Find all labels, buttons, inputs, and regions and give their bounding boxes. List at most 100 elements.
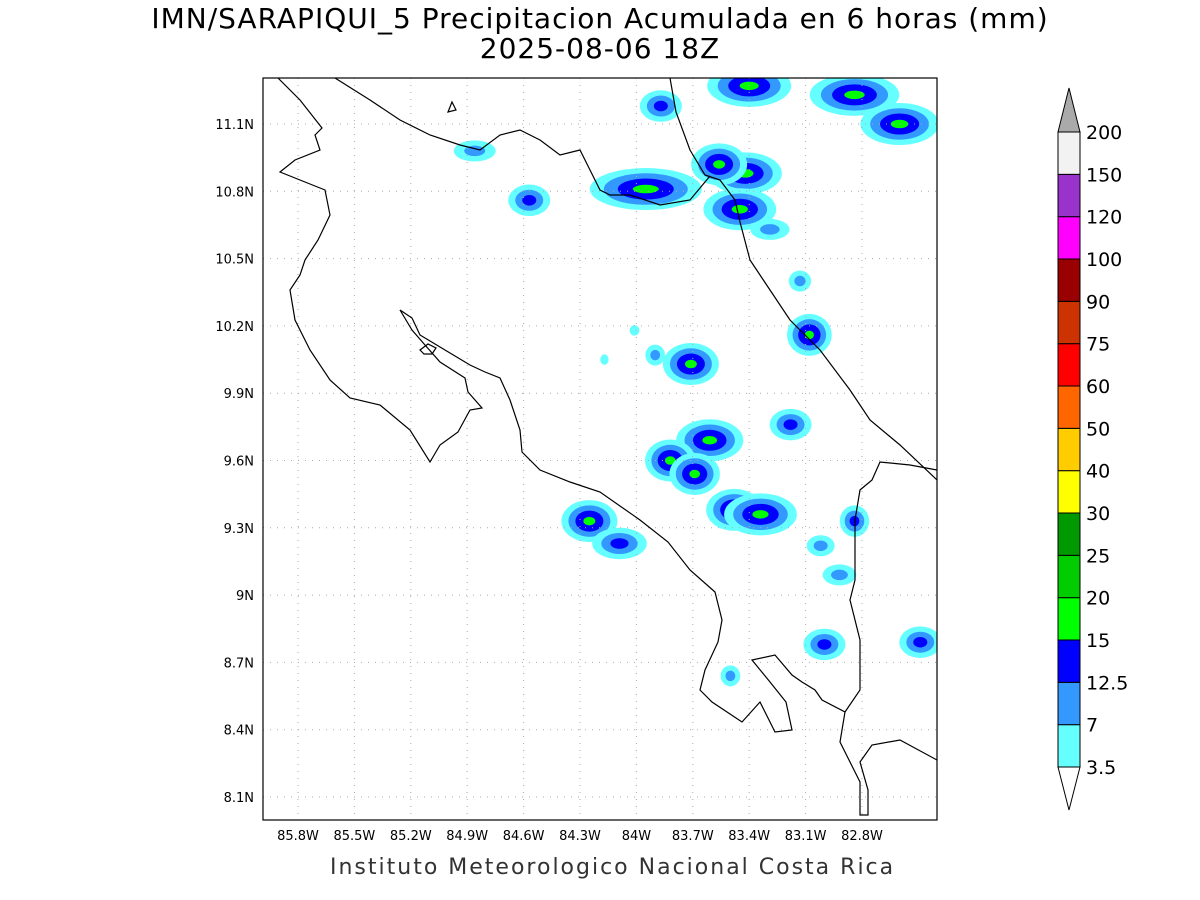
lon-tick-label: 83.7W <box>672 829 714 844</box>
lat-tick-label: 10.8N <box>215 185 254 200</box>
rain-cell <box>806 535 835 557</box>
lake-nicaragua-shore <box>447 100 457 113</box>
colorbar-label: 150 <box>1086 164 1122 186</box>
lon-tick-label: 84.9W <box>446 829 488 844</box>
rain-contour <box>725 670 736 682</box>
rain-cell <box>629 325 640 336</box>
rain-contour <box>687 467 702 481</box>
rain-contour <box>783 419 798 430</box>
colorbar-label: 40 <box>1086 461 1110 483</box>
map-title: IMN/SARAPIQUI_5 Precipitacion Acumulada … <box>151 2 1049 35</box>
colorbar-swatch <box>1057 385 1081 429</box>
lon-tick-label: 83.1W <box>785 829 827 844</box>
rain-contour <box>813 540 828 551</box>
colorbar-under-triangle <box>1057 766 1081 811</box>
lon-tick-label: 85.8W <box>277 829 319 844</box>
rain-contour <box>464 145 486 157</box>
lon-tick-label: 83.4W <box>728 829 770 844</box>
rain-cell <box>508 184 551 217</box>
colorbar-label: 7 <box>1086 715 1098 737</box>
colorbar-swatch <box>1057 300 1081 345</box>
rain-cell <box>669 452 720 495</box>
lon-tick-label: 85.5W <box>333 829 375 844</box>
rain-contour <box>711 158 728 171</box>
rain-contour <box>629 325 640 336</box>
colorbar-over-triangle <box>1057 87 1081 133</box>
panama-border <box>844 461 937 713</box>
lat-tick-label: 10.5N <box>215 253 254 268</box>
colorbar-swatch <box>1057 512 1081 556</box>
rain-cell <box>860 103 937 145</box>
rain-contour <box>700 434 720 447</box>
rain-contour <box>630 182 661 196</box>
colorbar-label: 15 <box>1086 630 1110 652</box>
rain-cell <box>592 527 647 560</box>
rain-contour <box>610 538 629 549</box>
rain-cell <box>724 493 797 536</box>
coastlines <box>277 78 937 816</box>
colorbar-label: 100 <box>1086 249 1122 271</box>
lon-tick-label: 82.8W <box>841 829 883 844</box>
rain-contour <box>750 508 771 521</box>
rain-cell <box>899 626 937 658</box>
nicaragua-border <box>334 78 711 206</box>
rain-cell <box>703 188 777 231</box>
rain-cell <box>645 344 665 366</box>
gulf-nicoya-coastline <box>399 309 937 816</box>
rain-contour <box>760 224 780 235</box>
lat-tick-label: 9.6N <box>224 455 254 470</box>
colorbar-swatch <box>1057 343 1081 387</box>
rain-contour <box>581 514 598 528</box>
colorbar-label: 120 <box>1086 207 1122 229</box>
map-valid-time: 2025-08-06 18Z <box>479 32 721 65</box>
colorbar-label: 200 <box>1086 122 1122 144</box>
lat-tick-label: 9N <box>236 589 254 604</box>
rain-cell <box>691 143 748 186</box>
colorbar-swatch <box>1057 131 1081 175</box>
lat-tick-label: 10.2N <box>215 320 254 335</box>
lat-tick-label: 9.9N <box>224 387 254 402</box>
rain-contour <box>913 636 928 648</box>
colorbar-label: 60 <box>1086 376 1110 398</box>
lat-tick-label: 11.1N <box>215 118 254 133</box>
rain-cell <box>822 564 857 586</box>
lon-tick-label: 84.3W <box>559 829 601 844</box>
lat-tick-label: 8.4N <box>224 724 254 739</box>
rain-contour <box>600 354 609 365</box>
grid-lines <box>263 78 937 820</box>
colorbar-swatch <box>1057 258 1081 302</box>
colorbar: 3.5 7 12.5 15 20 25 30 40 50 60 75 90 100 120 150 200 <box>1057 87 1128 811</box>
colorbar-swatch <box>1057 470 1081 514</box>
colorbar-swatch <box>1057 216 1081 260</box>
lon-tick-label: 85.2W <box>390 829 432 844</box>
rain-contour <box>650 349 661 361</box>
lat-tick-label: 9.3N <box>224 522 254 537</box>
colorbar-label: 75 <box>1086 334 1110 356</box>
rain-cell <box>720 665 741 687</box>
rain-contour <box>831 569 848 581</box>
rain-contour <box>522 195 537 206</box>
colorbar-swatch <box>1057 597 1081 641</box>
footer-credit: Instituto Meteorologico Nacional Costa R… <box>330 855 896 880</box>
lon-tick-label: 84.6W <box>503 829 545 844</box>
rain-cell <box>769 408 812 441</box>
colorbar-label: 90 <box>1086 291 1110 313</box>
rain-cell <box>809 78 900 116</box>
colorbar-label: 20 <box>1086 588 1110 610</box>
rain-contour <box>729 202 750 216</box>
rain-cell <box>639 90 682 122</box>
colorbar-swatch <box>1057 639 1081 683</box>
rain-cell <box>676 419 744 462</box>
rain-cell <box>786 313 832 356</box>
rain-contour <box>888 117 911 131</box>
precipitation-field <box>453 78 937 687</box>
colorbar-label: 50 <box>1086 418 1110 440</box>
lat-tick-label: 8.7N <box>224 656 254 671</box>
rain-contour <box>653 100 668 112</box>
pacific-coastline <box>277 78 484 464</box>
rain-contour <box>794 275 806 287</box>
colorbar-label: 30 <box>1086 503 1110 525</box>
colorbar-swatch <box>1057 724 1081 768</box>
lat-tick-label: 8.1N <box>224 791 254 806</box>
caribbean-coastline <box>669 78 937 481</box>
